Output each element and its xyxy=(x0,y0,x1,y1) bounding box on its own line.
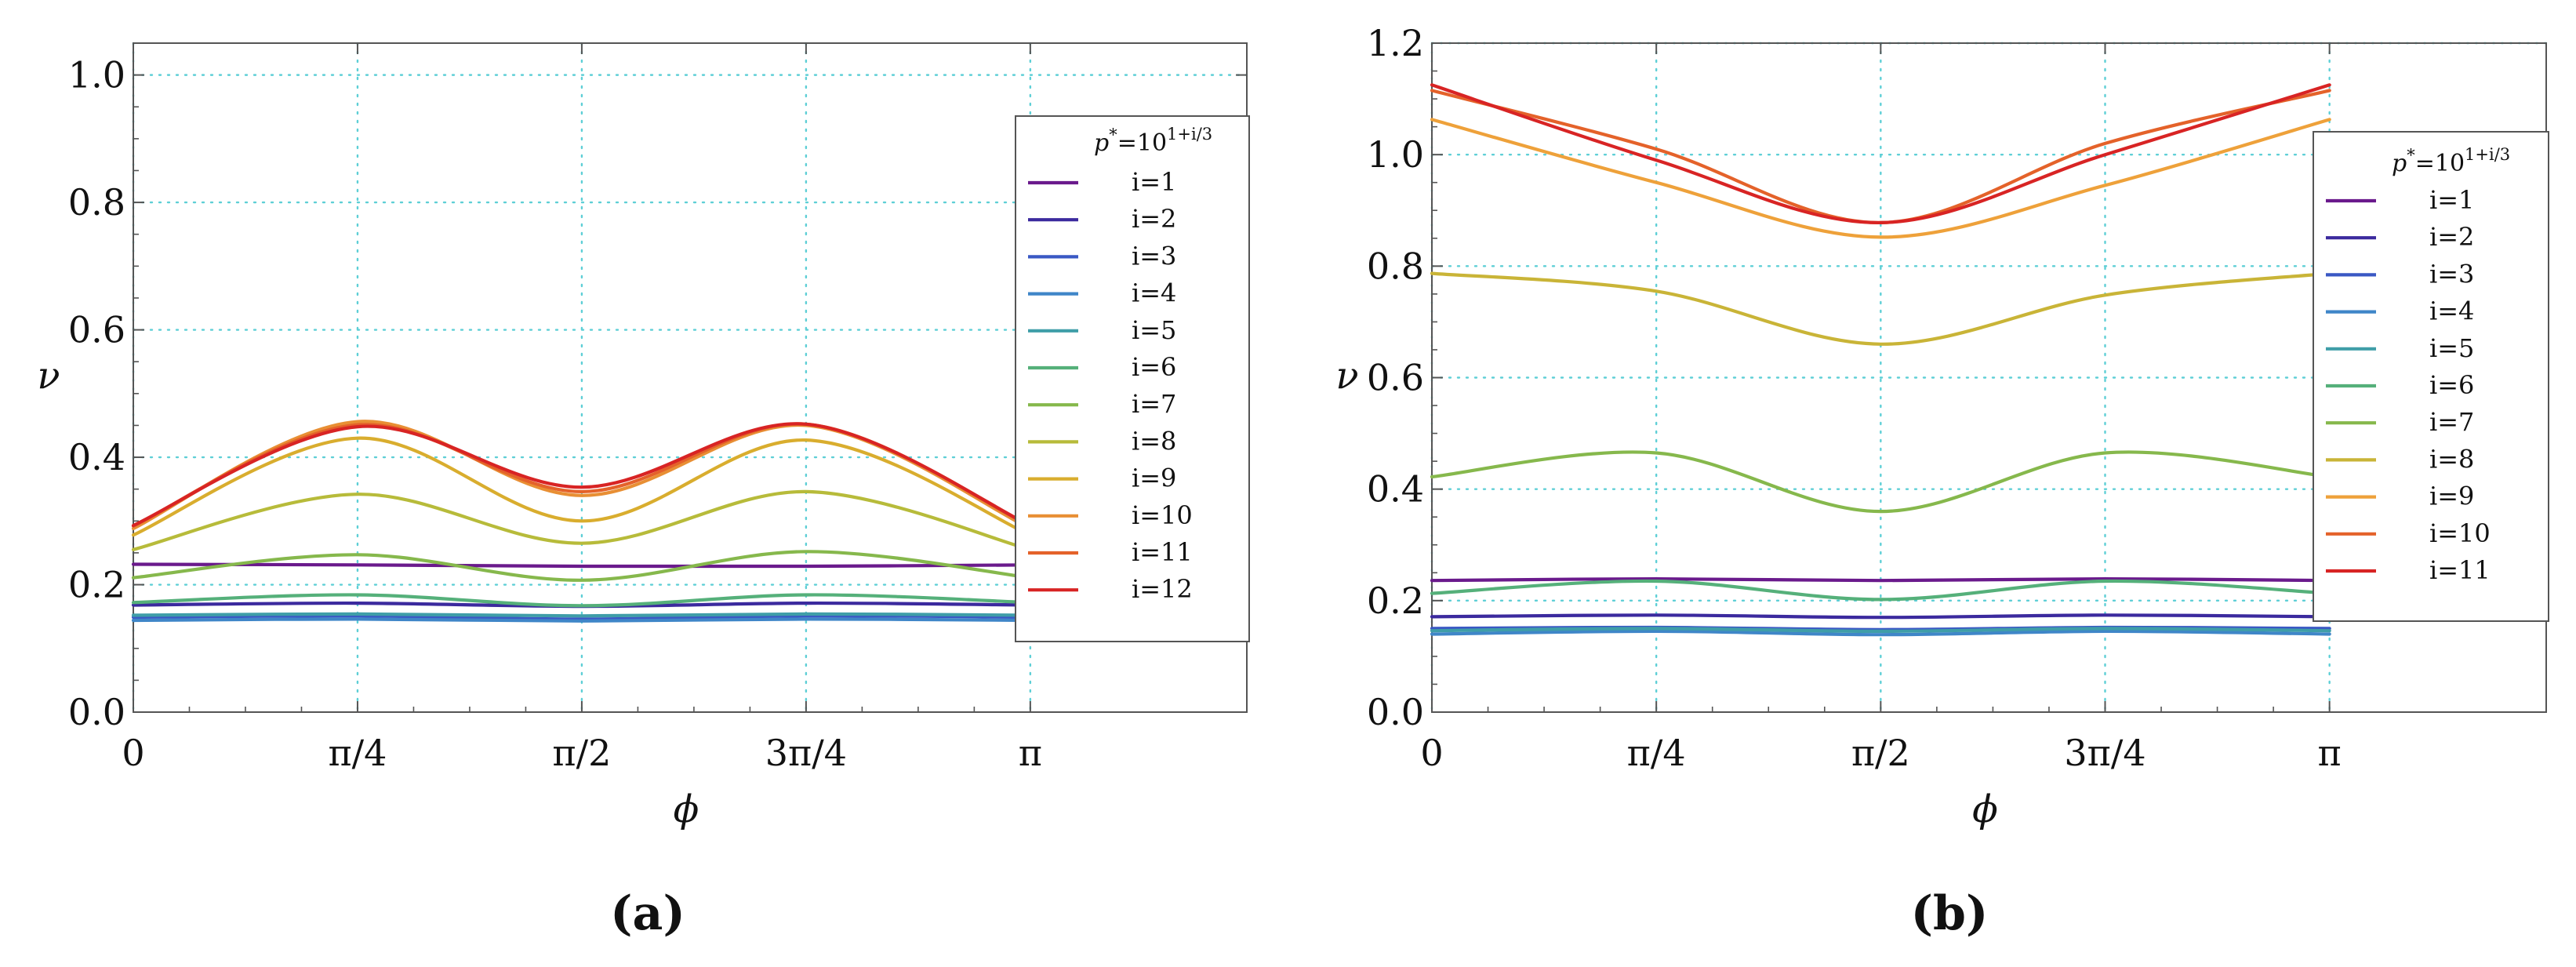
y-tick-label: 0.2 xyxy=(1367,580,1424,622)
y-tick-label: 0.8 xyxy=(68,181,125,224)
legend-label: i=4 xyxy=(1132,278,1176,308)
series-line-i-5 xyxy=(1430,627,2331,633)
legend-label: i=2 xyxy=(1132,204,1176,234)
series-line-i-7 xyxy=(1430,450,2331,514)
x-tick-label: 0 xyxy=(1420,732,1443,774)
panel-b-caption: (b) xyxy=(1911,886,1989,941)
panel-b: 0 π/4 π/2 3π/4 π 0.0 0.2 0.4 0.6 0.8 1.0 1.2 ϕ ν p*=10… xyxy=(1335,22,2549,831)
y-tick-label: 0.6 xyxy=(1367,357,1424,399)
series-line-i-2 xyxy=(1430,613,2331,620)
y-tick-label: 0.0 xyxy=(1367,691,1424,733)
series-line-i-8 xyxy=(1430,271,2331,346)
legend-label: i=3 xyxy=(2429,259,2474,289)
series-line-i-7 xyxy=(131,550,1032,582)
series-line-i-12 xyxy=(131,422,1032,528)
panel-a: 0 π/4 π/2 3π/4 π 0.0 0.2 0.4 0.6 0.8 1.0 ϕ ν p*=101+i… xyxy=(37,42,1250,831)
legend-label: i=2 xyxy=(2429,222,2474,252)
legend-label: i=3 xyxy=(1132,241,1176,271)
legend-label: i=7 xyxy=(2429,407,2474,437)
legend-label: i=10 xyxy=(2429,518,2491,548)
legend-label: i=1 xyxy=(2429,185,2474,215)
series-line-i-4 xyxy=(131,617,1032,623)
series-line-i-11 xyxy=(1430,83,2331,225)
legend-title: p*=101+i/3 xyxy=(1094,125,1212,157)
series-line-i-1 xyxy=(1430,577,2331,583)
legend-label: i=1 xyxy=(1132,167,1176,197)
x-tick-label: 0 xyxy=(122,732,144,774)
legend-label: i=11 xyxy=(1132,537,1193,567)
series-line-i-6 xyxy=(1430,579,2331,602)
y-tick-label: 0.4 xyxy=(68,436,125,478)
legend-label: i=5 xyxy=(2429,333,2474,363)
x-tick-label: π/2 xyxy=(552,732,611,774)
legend-label: i=4 xyxy=(2429,296,2474,326)
x-tick-label: 3π/4 xyxy=(2064,732,2145,774)
legend-label: i=9 xyxy=(2429,482,2474,511)
legend-label: i=6 xyxy=(1132,352,1176,382)
series-line-i-6 xyxy=(131,593,1032,608)
legend-label: i=11 xyxy=(2429,555,2491,585)
x-axis-label: ϕ xyxy=(674,787,699,831)
y-tick-label: 0.4 xyxy=(1367,468,1424,511)
panel-a-caption: (a) xyxy=(610,886,685,941)
y-tick-label: 0.0 xyxy=(68,691,125,733)
y-tick-label: 0.8 xyxy=(1367,245,1424,287)
legend-label: i=8 xyxy=(2429,444,2474,474)
series-line-i-3 xyxy=(131,614,1032,621)
y-axis-label: ν xyxy=(37,354,60,398)
y-tick-label: 0.6 xyxy=(68,309,125,351)
x-tick-label: π xyxy=(1019,732,1042,774)
series-line-i-5 xyxy=(131,612,1032,618)
x-tick-label: π xyxy=(2318,732,2342,774)
legend-label: i=10 xyxy=(1132,500,1193,530)
legend-title: p*=101+i/3 xyxy=(2392,145,2510,177)
series-line-i-9 xyxy=(131,436,1032,537)
y-tick-label: 1.2 xyxy=(1367,22,1424,64)
legend-label: i=12 xyxy=(1132,574,1193,604)
legend-label: i=5 xyxy=(1132,315,1176,345)
y-tick-label: 0.2 xyxy=(68,564,125,606)
legend-label: i=7 xyxy=(1132,389,1176,419)
series-line-i-9 xyxy=(1430,118,2331,239)
legend-box xyxy=(2313,131,2549,622)
y-axis-label: ν xyxy=(1335,354,1358,398)
x-tick-label: π/2 xyxy=(1851,732,1910,774)
x-tick-label: π/4 xyxy=(328,732,387,774)
y-tick-label: 1.0 xyxy=(1367,133,1424,176)
series-line-i-1 xyxy=(131,562,1032,569)
x-tick-label: 3π/4 xyxy=(765,732,847,774)
series-line-i-4 xyxy=(1430,629,2331,637)
series-line-i-8 xyxy=(131,489,1032,551)
x-tick-label: π/4 xyxy=(1627,732,1686,774)
y-tick-label: 1.0 xyxy=(68,54,125,96)
legend-label: i=8 xyxy=(1132,426,1176,456)
legend-label: i=6 xyxy=(2429,370,2474,400)
x-axis-label: ϕ xyxy=(1972,787,1998,831)
legend-label: i=9 xyxy=(1132,464,1176,493)
